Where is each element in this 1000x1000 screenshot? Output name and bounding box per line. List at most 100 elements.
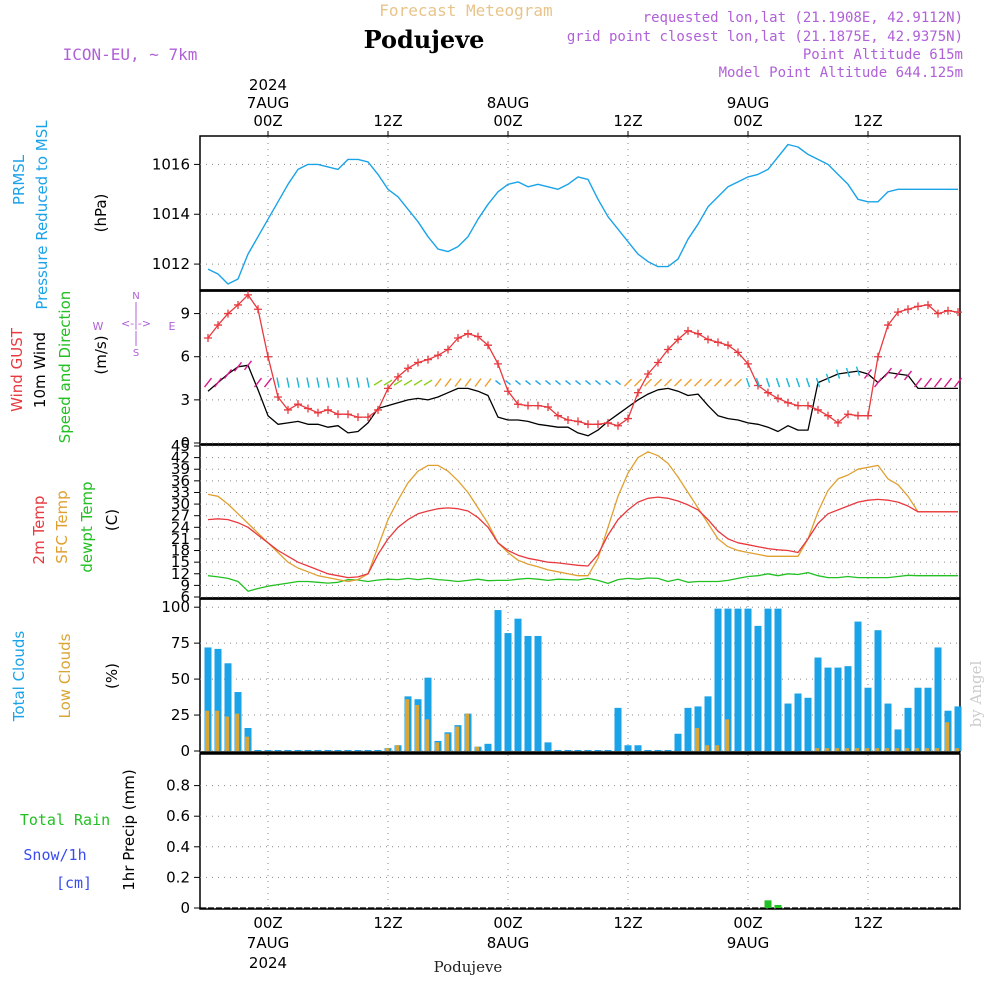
wind-direction-arrow <box>403 379 413 386</box>
total-cloud-bar <box>524 635 532 751</box>
gust-point <box>684 326 692 335</box>
model-label: ICON-EU, ~ 7km <box>63 45 198 64</box>
gust-point <box>264 352 272 361</box>
ytick-label: 27 <box>171 507 190 525</box>
wind10m-line <box>207 364 958 437</box>
total-cloud-bar <box>644 750 652 751</box>
ytick-label: 0.6 <box>166 807 190 825</box>
ytick-label: 1014 <box>152 205 190 223</box>
gust-point <box>944 306 952 315</box>
clouds-unit: (%) <box>103 663 121 689</box>
low-cloud-bar <box>415 704 419 751</box>
wind-labels: Wind GUST 10m Wind Speed and Direction (… <box>8 291 176 444</box>
gust-point <box>274 392 282 401</box>
wind-direction-arrow <box>923 377 933 388</box>
gust-point <box>704 335 712 344</box>
low-cloud-bar <box>835 748 839 751</box>
gust-point <box>314 408 322 417</box>
ytick-label: 1012 <box>152 255 190 273</box>
ytick-label: 75 <box>171 634 190 652</box>
compass-east: E <box>169 320 176 333</box>
ytick-label: 9 <box>180 305 190 323</box>
gust-point <box>784 398 792 407</box>
gust-point <box>744 359 752 368</box>
xtick-label-bottom: 00Z <box>253 914 282 932</box>
wind-direction-arrow <box>634 378 642 387</box>
total-cloud-bar <box>824 667 832 751</box>
xtick-label-top: 2024 <box>249 76 287 94</box>
wind-direction-arrow <box>795 377 801 388</box>
xtick-label-bottom: 12Z <box>613 914 642 932</box>
gust-point <box>294 400 302 409</box>
gust-point <box>914 302 922 311</box>
wind-direction-arrow <box>356 377 360 388</box>
total-cloud-bar <box>364 750 372 751</box>
gust-point <box>894 308 902 317</box>
total-cloud-bar <box>674 733 682 751</box>
low-cloud-bar <box>925 748 929 751</box>
wind-direction-arrow <box>326 377 330 388</box>
gust-point <box>654 358 662 367</box>
total-cloud-bar <box>554 750 562 751</box>
ytick-label: 12 <box>171 565 190 583</box>
wind-direction-arrow <box>423 379 433 386</box>
wind-direction-arrow <box>336 377 340 388</box>
wind-direction-arrow <box>413 379 423 386</box>
total-cloud-bar <box>814 657 822 751</box>
xtick-label-top: 7AUG <box>247 94 289 112</box>
wind-direction-arrow <box>873 377 883 388</box>
gust-point <box>234 300 242 309</box>
xtick-label-bottom: 00Z <box>733 914 762 932</box>
wind-direction-arrow <box>545 380 551 386</box>
total-cloud-bar <box>574 750 582 751</box>
gust-point <box>304 404 312 413</box>
panel-frames <box>199 135 961 910</box>
total-cloud-bar <box>274 750 282 751</box>
gust-point <box>854 411 862 420</box>
wind-direction-arrow <box>253 377 263 388</box>
total-cloud-bar <box>794 693 802 751</box>
wind-direction-arrow <box>615 380 621 386</box>
snow-unit-label: [cm] <box>56 874 92 892</box>
total-cloud-bar <box>954 706 962 751</box>
gust-point <box>244 290 252 299</box>
wind-direction-arrow <box>484 378 492 388</box>
wind10m-label: 10m Wind <box>31 332 49 408</box>
total-rain-label: Total Rain <box>20 811 110 829</box>
total-cloud-bar <box>724 608 732 751</box>
wind-direction-arrow <box>664 378 672 387</box>
wind-direction-arrow <box>755 377 761 388</box>
wind-direction-arrow <box>373 379 383 386</box>
pressure-panel <box>199 135 961 291</box>
gust-point <box>474 332 482 341</box>
gust-point <box>354 413 362 422</box>
wind-direction-arrow <box>805 377 811 388</box>
ytick-label: 0.2 <box>166 868 190 886</box>
ytick-label: 9 <box>180 576 190 594</box>
xtick-label-top: 12Z <box>613 112 642 130</box>
wind-direction-arrow <box>393 379 403 386</box>
total-cloud-bar <box>594 750 602 751</box>
total-cloud-bar <box>374 750 382 751</box>
gust-point <box>334 410 342 419</box>
wind-direction-arrow <box>734 378 742 387</box>
xtick-label-bottom: 2024 <box>249 954 287 972</box>
xtick-label-bottom: 12Z <box>373 914 402 932</box>
ytick-label: 24 <box>171 518 190 536</box>
wind-direction-arrow <box>835 369 841 379</box>
wind-dir-label: Speed and Direction <box>56 291 74 444</box>
wind-direction-arrow <box>943 377 953 388</box>
wind-direction-arrow <box>444 378 452 388</box>
low-cloud-bar <box>905 748 909 751</box>
gust-point <box>324 405 332 414</box>
ytick-label: 33 <box>171 483 190 501</box>
low-cloud-bar <box>725 719 729 751</box>
wind-direction-arrow <box>745 377 751 388</box>
low-cloud-bar <box>945 722 949 751</box>
gust-point <box>484 341 492 350</box>
gust-point <box>414 358 422 367</box>
low-cloud-bar <box>825 748 829 751</box>
footer-place: Podujeve <box>434 958 503 976</box>
low-clouds-label: Low Clouds <box>56 633 74 718</box>
